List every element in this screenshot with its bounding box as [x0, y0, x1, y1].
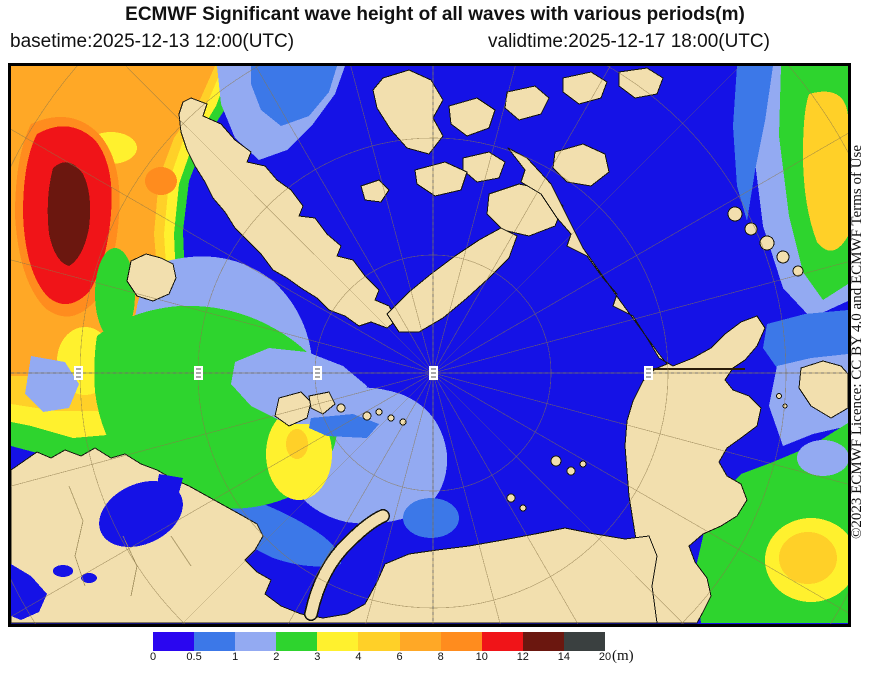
colorbar-segment	[276, 632, 318, 651]
graticule	[11, 66, 848, 624]
colorbar-tick-label: 8	[437, 651, 444, 663]
gulf-of-alaska-storm	[733, 66, 848, 318]
colorbar-tick-label: 3	[314, 651, 321, 663]
colorbar-tick-label: 0	[149, 651, 157, 663]
colorbar-tick-label: 14	[557, 651, 571, 663]
new-siberian-islands	[506, 455, 587, 512]
diomede-islands	[776, 393, 782, 399]
seward-peninsula-tip	[798, 360, 848, 419]
colorbar-segment	[235, 632, 277, 651]
colorbar-segment	[522, 632, 564, 651]
colorbar-unit-label: (m)	[612, 648, 634, 664]
colorbar-tick-label: 4	[355, 651, 362, 663]
colorbar-segment	[563, 632, 606, 651]
colorbar-segment	[481, 632, 523, 651]
latitude-label-markers	[74, 366, 653, 380]
colorbar-tick-label: 2	[273, 651, 280, 663]
landmasses	[11, 67, 848, 624]
colorbar-segment	[153, 632, 195, 651]
colorbar-segment	[358, 632, 400, 651]
lincoln-sea-waves	[217, 66, 345, 160]
colorbar-segment	[194, 632, 236, 651]
arctic-wave-map	[11, 66, 848, 624]
copyright-vertical-text: ©2023 ECMWF Licence: CC BY 4.0 and ECMWF…	[849, 144, 865, 540]
colorbar-segment	[440, 632, 482, 651]
baffin-island	[386, 227, 518, 333]
novaya-zemlya	[304, 509, 390, 621]
colorbar-tick-labels: 0 0.5 1 2 3 4 6 8 10 12 14 20	[149, 651, 611, 665]
validtime-label: validtime:2025-12-17 18:00(UTC)	[488, 31, 770, 52]
white-sea	[99, 481, 183, 547]
colorbar-tick-label: 10	[475, 651, 488, 663]
colorbar-tick-label: 6	[396, 651, 403, 663]
country-border	[68, 485, 86, 587]
page-title: ECMWF Significant wave height of all wav…	[125, 4, 745, 25]
colorbar-tick-label: 12	[516, 651, 529, 663]
colorbar-segment	[399, 632, 441, 651]
colorbar-tick-label: 0.5	[186, 651, 202, 663]
colorbar-tick-label: 1	[232, 651, 239, 663]
arctic-map-canvas	[8, 63, 851, 627]
north-america-mainland	[507, 147, 766, 624]
alaska-coastal-islands	[727, 206, 804, 277]
gulf-of-bothnia	[11, 564, 47, 620]
colorbar-tick-label: 20	[598, 651, 612, 663]
basetime-label: basetime:2025-12-13 12:00(UTC)	[10, 31, 295, 52]
colorbar-segment	[317, 632, 359, 651]
iceland-landmass	[126, 253, 177, 302]
inland-lake	[53, 565, 73, 577]
wave-height-colorbar	[153, 632, 606, 651]
